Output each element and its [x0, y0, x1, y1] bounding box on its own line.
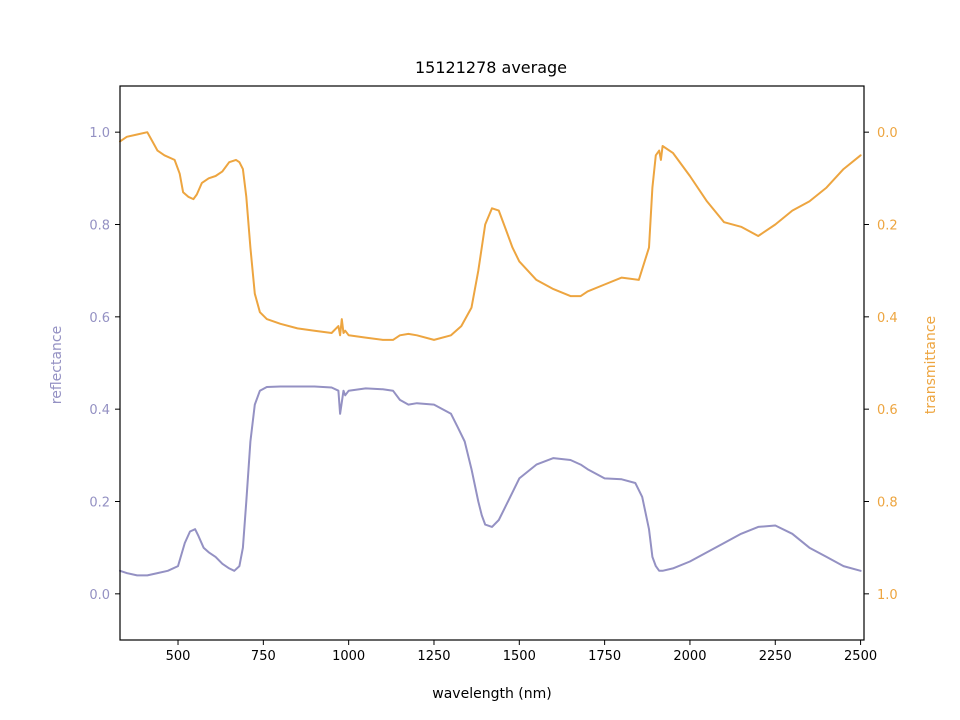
y-tick-label: 0.6: [89, 311, 110, 326]
y2-tick-label: 0.0: [877, 126, 898, 141]
chart-title: 15121278 average: [415, 58, 567, 77]
y2-tick-label: 0.4: [877, 311, 898, 326]
y2-axis-label: transmittance: [923, 316, 939, 414]
y-tick-label: 0.0: [89, 588, 110, 603]
y-tick-label: 0.2: [89, 496, 110, 511]
x-tick-label: 2000: [673, 649, 706, 664]
y2-tick-label: 0.8: [877, 496, 898, 511]
x-tick-label: 1250: [417, 649, 450, 664]
x-tick-label: 1500: [503, 649, 536, 664]
y-tick-label: 0.8: [89, 219, 110, 234]
x-tick-label: 500: [166, 649, 191, 664]
y2-tick-label: 0.2: [877, 219, 898, 234]
series-layer: [119, 131, 862, 577]
x-tick-label: 1000: [332, 649, 365, 664]
x-tick-label: 2250: [759, 649, 792, 664]
x-tick-label: 750: [251, 649, 276, 664]
x-axis-label: wavelength (nm): [432, 686, 551, 702]
transmittance-line: [119, 131, 862, 341]
axes-layer: 500 750 1000 1250 1500 1750 2000 2250 2500 0.0 0.2…: [89, 126, 897, 664]
plot-frame: [119, 85, 865, 641]
y2-tick-label: 0.6: [877, 403, 898, 418]
y-tick-label: 0.4: [89, 403, 110, 418]
y2-tick-label: 1.0: [877, 588, 898, 603]
y-axis-label: reflectance: [49, 326, 65, 404]
y-tick-label: 1.0: [89, 126, 110, 141]
x-tick-label: 1750: [588, 649, 621, 664]
x-tick-label: 2500: [844, 649, 877, 664]
reflectance-line: [119, 385, 862, 577]
